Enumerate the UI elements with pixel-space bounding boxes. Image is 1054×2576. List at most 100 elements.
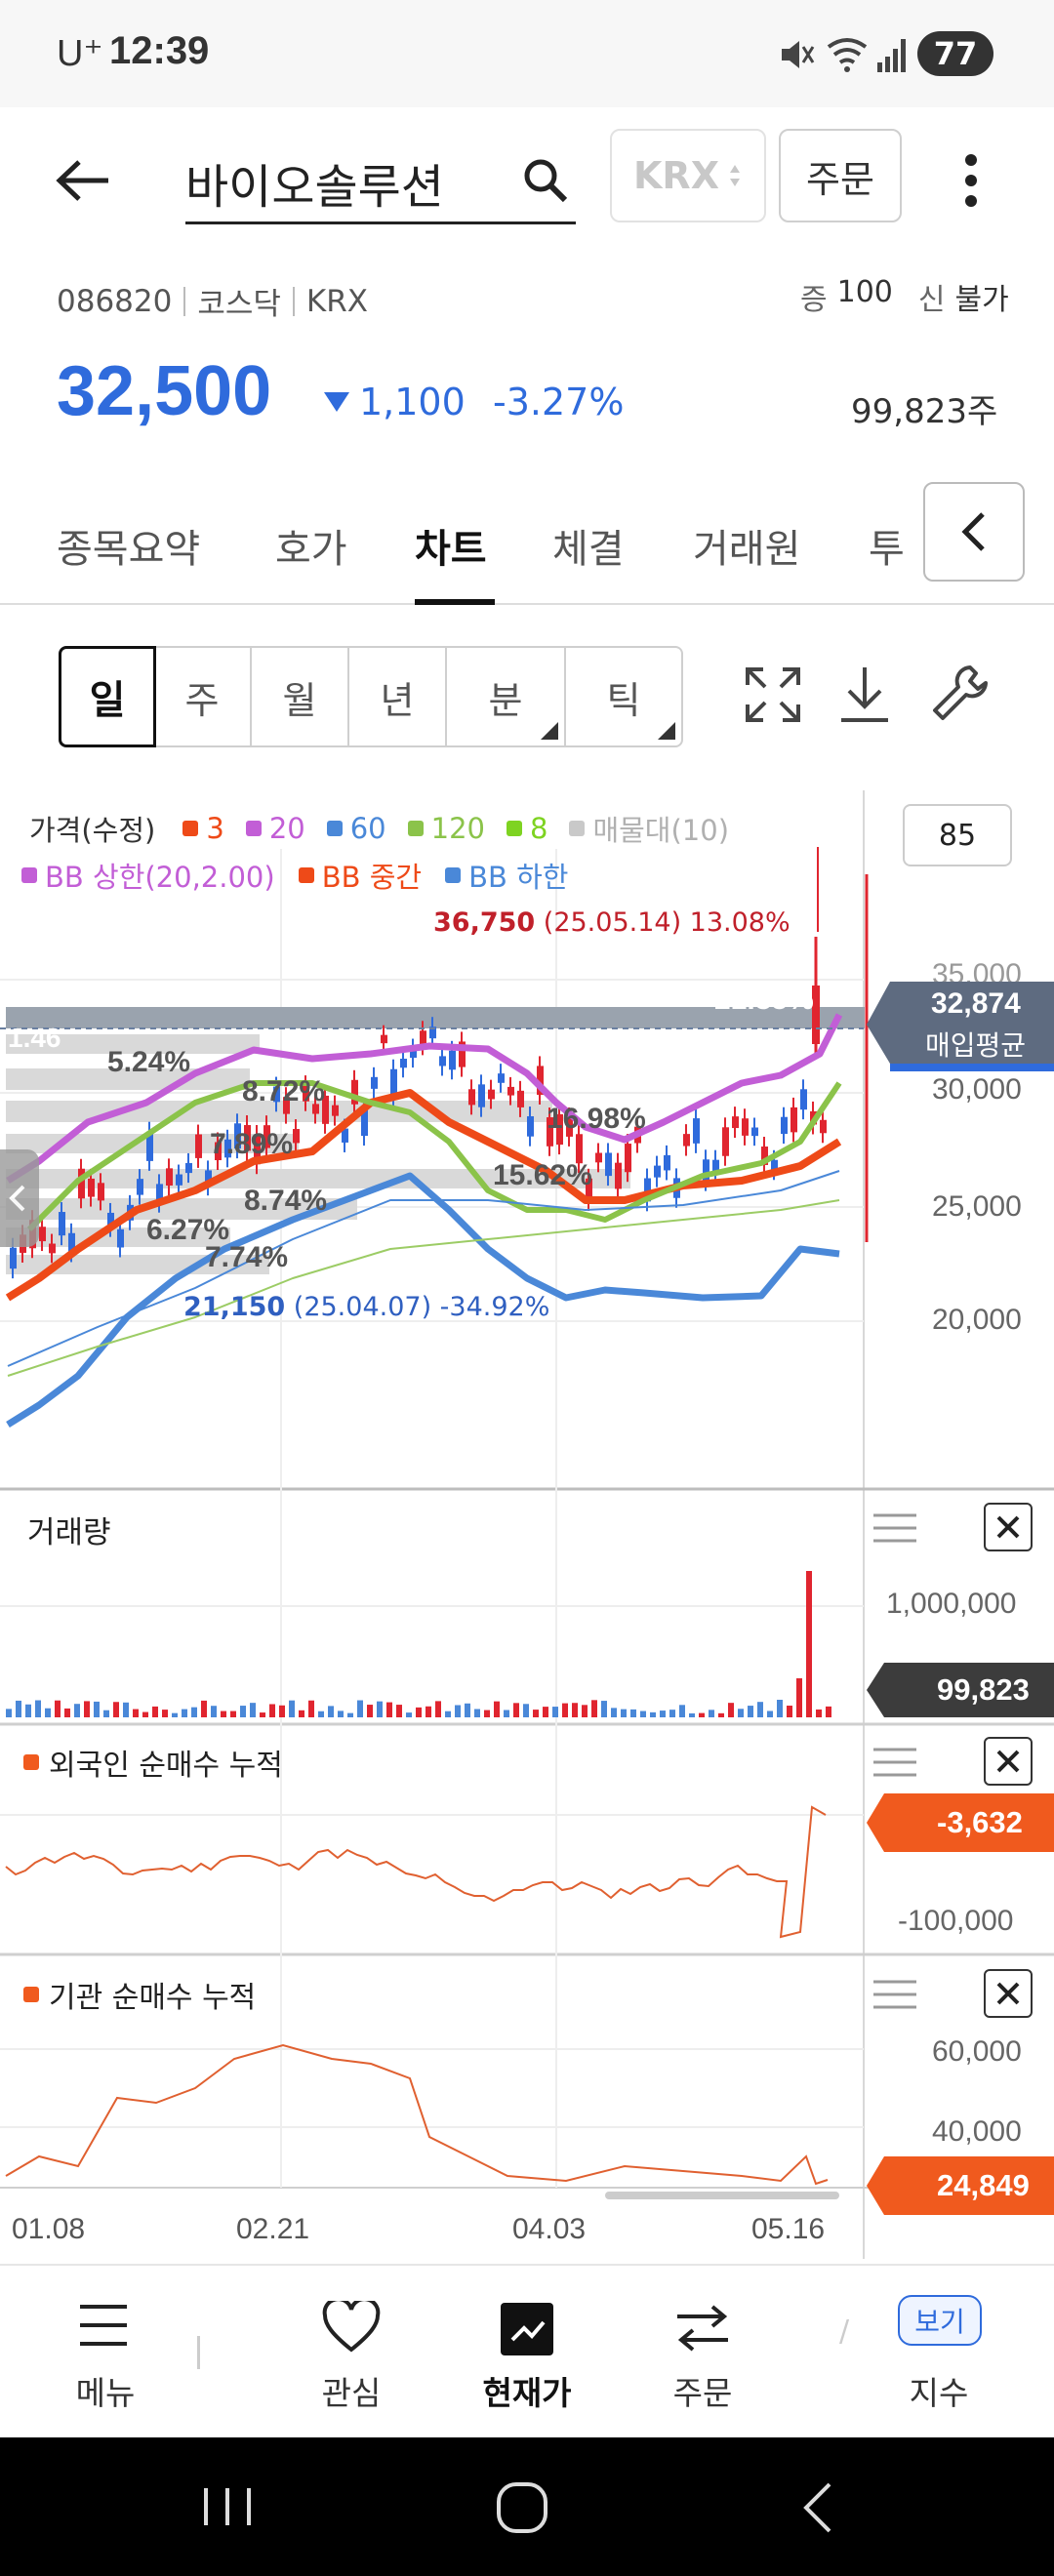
order-button[interactable]: 주문	[779, 129, 902, 222]
home-icon[interactable]	[493, 2478, 551, 2537]
more-menu-button[interactable]	[937, 137, 1005, 224]
trade-volume: 99,823주	[851, 392, 998, 431]
volume-current: 99,823	[937, 1672, 1030, 1707]
avg-price-label: 매입평균	[925, 1029, 1027, 1062]
volume-bar	[504, 1710, 509, 1717]
download-icon[interactable]	[837, 664, 892, 726]
tab-summary[interactable]: 종목요약	[57, 527, 201, 572]
tab-quote[interactable]: 호가	[275, 527, 347, 572]
down-triangle-icon	[324, 392, 349, 412]
period-tick-label: 틱	[606, 678, 641, 722]
back-icon[interactable]	[798, 2480, 837, 2535]
candle	[117, 1228, 124, 1248]
candle	[78, 1168, 85, 1199]
nav-order[interactable]: 주문	[615, 2266, 790, 2439]
period-month[interactable]: 월	[252, 646, 349, 747]
exchange-select[interactable]: KRX	[610, 129, 766, 222]
low-price-detail: (25.04.07) -34.92%	[293, 1292, 550, 1322]
back-button[interactable]	[39, 141, 127, 220]
vp-pct-label: 7.74%	[205, 1241, 289, 1273]
search-icon[interactable]	[521, 156, 570, 205]
candle	[254, 1134, 261, 1165]
nav-favorites[interactable]: 관심	[264, 2266, 439, 2439]
volume-bar	[572, 1703, 578, 1717]
candle	[751, 1127, 758, 1137]
candle	[303, 1085, 309, 1102]
credit-value: 불가	[954, 283, 1009, 317]
legend-swatch	[21, 867, 37, 883]
volume-bar	[426, 1706, 431, 1717]
candle	[400, 1059, 407, 1068]
volume-bar	[767, 1711, 773, 1717]
tab-trades[interactable]: 체결	[552, 527, 625, 572]
status-bar: U⁺ 12:39 77	[0, 0, 1054, 107]
chevron-left-icon	[9, 1185, 25, 1212]
period-tick[interactable]: 틱	[566, 646, 683, 747]
volume-bar	[660, 1711, 666, 1717]
foreign-panel-close[interactable]	[984, 1737, 1033, 1786]
candle	[820, 1119, 827, 1134]
candle	[812, 986, 820, 1044]
volume-bar	[757, 1702, 763, 1717]
recent-apps-icon[interactable]	[200, 2484, 255, 2529]
tab-brokers[interactable]: 거래원	[693, 527, 801, 572]
search-field[interactable]: 바이오솔루션	[185, 137, 576, 224]
wrench-icon[interactable]	[929, 662, 990, 724]
chart-legend: 가격(수정) 3 20 60 120 8 매물대(10)	[29, 808, 729, 849]
candle	[664, 1154, 670, 1171]
panel-menu-icon[interactable]	[873, 1979, 916, 2010]
candle	[146, 1131, 153, 1161]
volume-bar	[152, 1706, 158, 1717]
foreign-panel-title: 외국인 순매수 누적	[23, 1741, 283, 1784]
legend-swatch	[569, 821, 586, 836]
period-minute[interactable]: 분	[447, 646, 566, 747]
period-day[interactable]: 일	[59, 646, 156, 747]
volume-bar	[45, 1708, 51, 1717]
tab-chart[interactable]: 차트	[415, 527, 487, 572]
inst-panel-close[interactable]	[984, 1969, 1033, 2018]
vp-pct-label: 8.74%	[244, 1185, 328, 1217]
volume-bar	[172, 1712, 178, 1717]
volume-bar	[260, 1712, 265, 1717]
chart-area[interactable]: 가격(수정) 3 20 60 120 8 매물대(10) BB 상한(20,2.…	[0, 790, 1054, 2259]
volume-bar	[465, 1703, 470, 1717]
close-icon	[996, 1750, 1020, 1773]
period-minute-label: 분	[488, 678, 523, 722]
volume-bar	[621, 1709, 627, 1717]
tabs-collapse-button[interactable]	[923, 482, 1025, 582]
expand-icon[interactable]	[744, 665, 802, 724]
volume-bar	[279, 1705, 285, 1717]
wifi-icon	[827, 38, 868, 72]
view-icon: 보기	[898, 2295, 982, 2346]
date-axis-label: 04.03	[512, 2213, 587, 2245]
low-price-label: 21,150 (25.04.07) -34.92%	[183, 1292, 549, 1322]
panel-menu-icon[interactable]	[873, 1747, 916, 1778]
candle	[410, 1048, 417, 1059]
period-count-box[interactable]: 85	[903, 804, 1012, 866]
signal-icon	[877, 39, 906, 72]
volume-bar	[474, 1709, 480, 1717]
volume-bar	[591, 1700, 597, 1717]
candle	[68, 1232, 75, 1253]
candle	[488, 1089, 495, 1100]
volume-bar	[796, 1678, 802, 1717]
panel-menu-icon[interactable]	[873, 1512, 916, 1544]
volume-panel-close[interactable]	[984, 1503, 1033, 1551]
legend-swatch	[506, 821, 522, 836]
tab-investor[interactable]: 투	[869, 527, 905, 572]
legend-bb-lower: BB 하한	[468, 861, 569, 894]
legend-ma3: 3	[206, 812, 224, 845]
nav-menu[interactable]: 메뉴	[18, 2266, 193, 2439]
stock-meta: 086820 코스닥 KRX	[57, 279, 368, 323]
period-week[interactable]: 주	[154, 646, 252, 747]
high-price-label: 36,750 (25.05.14) 13.08%	[433, 907, 790, 938]
inst-current: 24,849	[937, 2168, 1030, 2202]
horizontal-scrollbar[interactable]	[605, 2192, 839, 2199]
legend-swatch	[245, 821, 262, 836]
corner-triangle-icon	[658, 722, 675, 740]
period-year[interactable]: 년	[349, 646, 447, 747]
chart-scroll-handle[interactable]	[0, 1149, 39, 1247]
nav-index[interactable]: 보기 지수	[851, 2266, 1027, 2439]
volume-bar	[806, 1571, 812, 1717]
nav-current-price[interactable]: 현재가	[439, 2266, 615, 2439]
